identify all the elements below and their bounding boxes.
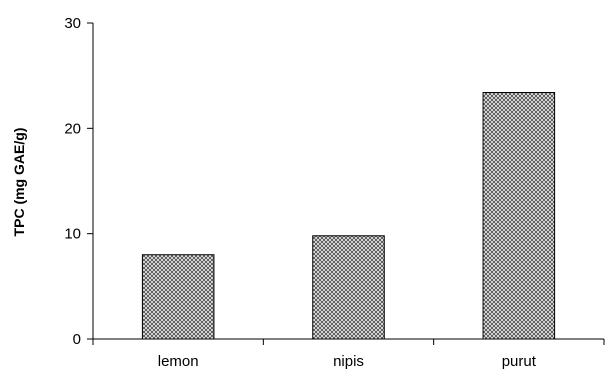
x-tick-label: nipis: [333, 353, 364, 370]
bar-nipis: [312, 235, 385, 340]
y-axis: 0 10 20 30: [64, 15, 93, 348]
bars: [141, 92, 556, 340]
bar-purut: [482, 92, 556, 340]
y-tick-label: 30: [64, 15, 81, 32]
x-tick-label: purut: [502, 353, 537, 370]
y-tick-label: 0: [73, 331, 81, 348]
y-tick-label: 10: [64, 226, 81, 243]
x-tick-label: lemon: [158, 353, 199, 370]
bar-lemon: [141, 254, 215, 340]
y-tick-label: 20: [64, 120, 81, 137]
y-axis-title: TPC (mg GAE/g): [11, 128, 27, 237]
x-axis: lemon nipis purut: [92, 339, 605, 370]
